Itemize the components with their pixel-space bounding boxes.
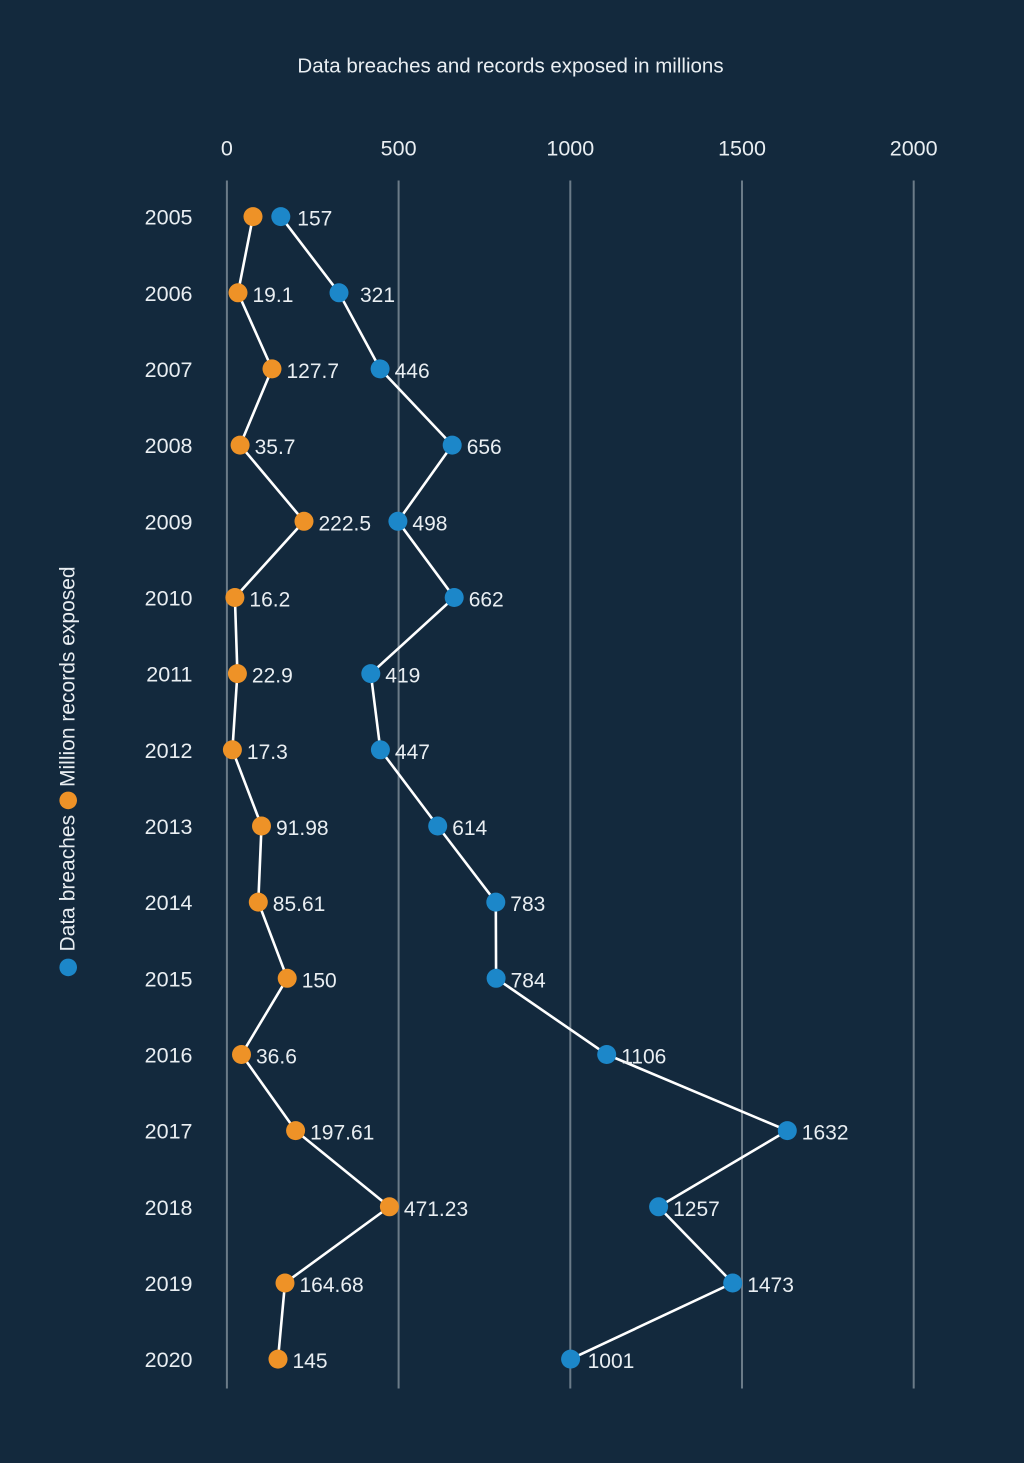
svg-text:2005: 2005: [145, 206, 193, 230]
svg-text:1500: 1500: [718, 137, 766, 161]
svg-text:2014: 2014: [145, 891, 193, 915]
svg-text:1473: 1473: [747, 1274, 794, 1297]
svg-text:2008: 2008: [145, 434, 193, 458]
svg-text:2006: 2006: [145, 282, 193, 306]
svg-text:662: 662: [469, 589, 504, 612]
svg-text:145: 145: [293, 1350, 328, 1373]
svg-text:2017: 2017: [145, 1120, 193, 1144]
svg-text:1000: 1000: [546, 137, 594, 161]
svg-text:16.2: 16.2: [249, 589, 290, 612]
svg-text:1106: 1106: [621, 1046, 666, 1069]
svg-text:500: 500: [381, 137, 417, 161]
svg-text:0: 0: [221, 137, 233, 161]
svg-text:2015: 2015: [145, 967, 193, 991]
svg-text:446: 446: [395, 360, 430, 383]
svg-text:91.98: 91.98: [276, 817, 329, 840]
svg-text:17.3: 17.3: [247, 741, 288, 764]
svg-text:2010: 2010: [145, 587, 193, 611]
svg-text:447: 447: [395, 741, 430, 764]
svg-text:36.6: 36.6: [256, 1046, 297, 1069]
svg-text:2018: 2018: [145, 1196, 193, 1220]
svg-text:85.61: 85.61: [273, 893, 326, 916]
svg-text:35.7: 35.7: [255, 436, 296, 459]
svg-text:2013: 2013: [145, 815, 193, 839]
svg-text:656: 656: [467, 436, 502, 459]
svg-text:19.1: 19.1: [253, 284, 294, 307]
svg-text:Data breaches and records expo: Data breaches and records exposed in mil…: [297, 55, 723, 78]
svg-text:164.68: 164.68: [300, 1274, 364, 1297]
svg-text:Data breaches: Data breaches: [57, 815, 80, 952]
svg-text:2007: 2007: [145, 358, 193, 382]
svg-text:2019: 2019: [145, 1272, 193, 1296]
svg-text:157: 157: [297, 208, 332, 231]
svg-text:222.5: 222.5: [319, 512, 372, 535]
svg-text:1001: 1001: [588, 1350, 635, 1373]
svg-text:127.7: 127.7: [287, 360, 340, 383]
svg-text:1632: 1632: [802, 1122, 849, 1145]
svg-text:321: 321: [360, 284, 395, 307]
svg-text:2000: 2000: [890, 137, 938, 161]
svg-text:2011: 2011: [146, 663, 192, 687]
svg-text:2009: 2009: [145, 510, 193, 534]
svg-text:197.61: 197.61: [310, 1122, 374, 1145]
svg-text:150: 150: [302, 969, 337, 992]
svg-text:784: 784: [511, 969, 546, 992]
svg-text:2012: 2012: [145, 739, 193, 763]
svg-text:783: 783: [510, 893, 545, 916]
svg-text:Million records exposed: Million records exposed: [57, 566, 80, 787]
svg-text:471.23: 471.23: [404, 1198, 468, 1221]
svg-text:614: 614: [452, 817, 487, 840]
svg-text:498: 498: [412, 512, 447, 535]
svg-text:2016: 2016: [145, 1044, 193, 1068]
svg-text:1257: 1257: [673, 1198, 720, 1221]
svg-text:2020: 2020: [145, 1348, 193, 1372]
svg-text:22.9: 22.9: [252, 665, 293, 688]
svg-text:419: 419: [385, 665, 420, 688]
